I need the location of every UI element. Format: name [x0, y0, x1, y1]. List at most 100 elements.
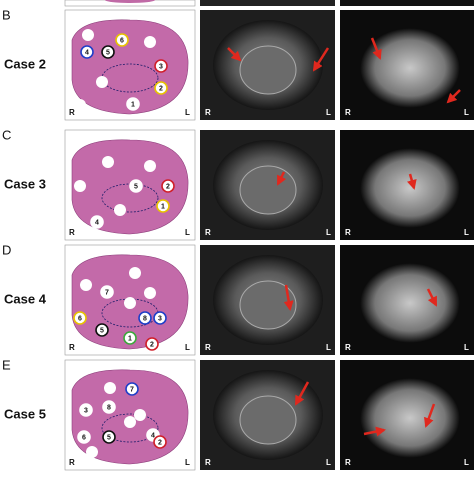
case-label: Case 2	[4, 56, 46, 71]
lesion-arrow	[227, 47, 242, 62]
panel-letter: E	[2, 357, 11, 372]
case-label: Case 5	[4, 406, 46, 421]
site-marker	[154, 81, 168, 95]
site-number: 8	[143, 315, 147, 322]
site-marker	[129, 179, 143, 193]
core-hole	[104, 382, 116, 394]
prev-mri	[200, 0, 335, 6]
orient-left: L	[326, 228, 331, 237]
adc-prostate	[360, 378, 460, 458]
orient-right: R	[345, 228, 351, 237]
case-label: Case 3	[4, 176, 46, 191]
tumor-outline	[101, 413, 159, 443]
orient-right: R	[69, 458, 75, 467]
orient-left: L	[185, 108, 190, 117]
site-number: 5	[107, 434, 111, 441]
prev-adc	[340, 0, 474, 6]
core-hole	[102, 156, 114, 168]
site-number: 4	[151, 432, 155, 439]
lesion-arrow	[370, 37, 382, 60]
site-marker	[95, 323, 109, 337]
site-number: 6	[78, 315, 82, 322]
mri-gland	[239, 45, 297, 95]
core-hole	[129, 267, 141, 279]
site-marker	[102, 430, 116, 444]
orient-right: R	[345, 343, 351, 352]
site-marker	[156, 199, 170, 213]
lesion-arrow	[426, 288, 438, 307]
site-number: 2	[159, 85, 163, 92]
orient-right: R	[345, 458, 351, 467]
panel: C Case 3 5 2 1 4 R L R L R L	[2, 127, 474, 241]
site-number: 1	[161, 203, 165, 210]
site-marker	[100, 285, 114, 299]
site-marker	[101, 45, 115, 59]
site-marker	[90, 215, 104, 229]
site-number: 4	[95, 219, 99, 226]
site-number: 3	[158, 315, 162, 322]
site-number: 8	[107, 404, 111, 411]
prev-tissue	[105, 0, 155, 3]
core-hole	[86, 446, 98, 458]
site-marker	[153, 311, 167, 325]
site-number: 2	[158, 439, 162, 446]
lesion-arrow	[312, 47, 330, 72]
site-number: 2	[150, 341, 154, 348]
panel: E Case 5 7 8 3 6 5 42 R L R L R L	[2, 357, 474, 471]
panel-letter: C	[2, 127, 11, 142]
orient-right: R	[205, 228, 211, 237]
core-hole	[144, 160, 156, 172]
core-hole	[82, 29, 94, 41]
site-marker	[102, 400, 116, 414]
site-number: 6	[120, 37, 124, 44]
lesion-arrow	[424, 403, 436, 428]
core-hole	[124, 416, 136, 428]
mri-gland	[239, 165, 297, 215]
site-marker	[77, 430, 91, 444]
site-marker	[115, 33, 129, 47]
orient-left: L	[185, 343, 190, 352]
panel: B Case 2 6 4 5 3 2 1 R L R L R L	[2, 7, 474, 121]
site-marker	[126, 97, 140, 111]
site-number: 6	[82, 434, 86, 441]
mri-gland	[239, 280, 297, 330]
site-marker	[153, 435, 167, 449]
site-marker	[80, 45, 94, 59]
site-number: 5	[106, 49, 110, 56]
site-number: 4	[85, 49, 89, 56]
orient-right: R	[69, 343, 75, 352]
site-number: 7	[105, 289, 109, 296]
core-hole	[114, 204, 126, 216]
lesion-arrow	[276, 171, 287, 186]
orient-left: L	[464, 343, 469, 352]
panel-letter: B	[2, 7, 11, 22]
case-label: Case 4	[4, 291, 47, 306]
core-hole	[74, 99, 86, 111]
orient-left: L	[464, 458, 469, 467]
core-hole	[144, 287, 156, 299]
orient-left: L	[326, 343, 331, 352]
orient-left: L	[185, 228, 190, 237]
site-number: 3	[159, 63, 163, 70]
site-marker	[123, 331, 137, 345]
orient-left: L	[326, 458, 331, 467]
orient-right: R	[69, 228, 75, 237]
site-marker	[138, 311, 152, 325]
site-marker	[73, 311, 87, 325]
site-marker	[79, 403, 93, 417]
orient-right: R	[345, 108, 351, 117]
lesion-arrow	[446, 89, 461, 104]
site-number: 5	[100, 327, 104, 334]
orient-right: R	[205, 343, 211, 352]
adc-prostate	[360, 263, 460, 343]
core-hole	[80, 279, 92, 291]
lesion-arrow	[294, 381, 310, 406]
orient-right: R	[205, 458, 211, 467]
orient-left: L	[326, 108, 331, 117]
site-number: 3	[84, 407, 88, 414]
orient-left: L	[185, 458, 190, 467]
orient-left: L	[464, 228, 469, 237]
site-marker	[161, 179, 175, 193]
site-number: 2	[166, 183, 170, 190]
